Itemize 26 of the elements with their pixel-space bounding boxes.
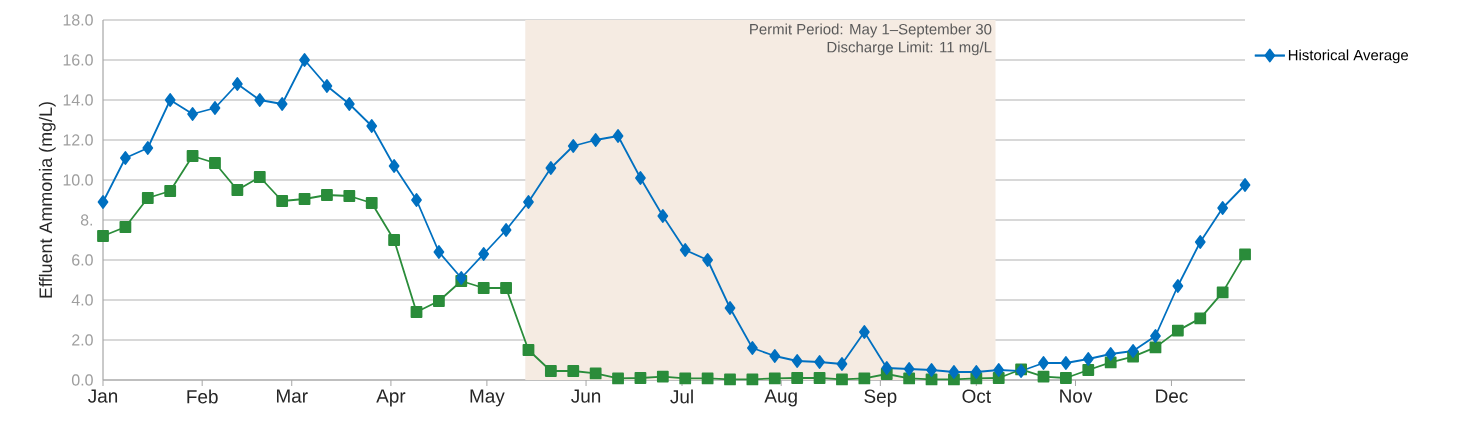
x-tick-label: May <box>470 389 505 407</box>
y-axis-title: Effluent Ammonia (mg/L) <box>38 102 56 298</box>
x-tick-label: Jul <box>670 389 693 404</box>
x-tick-label: Aug <box>764 389 797 407</box>
y-tick-label: 16.0 <box>63 54 93 66</box>
x-tick-label: Feb <box>187 389 218 404</box>
band-label: Permit Period: May 1–September 30 <box>750 23 992 38</box>
x-tick-label: Sep <box>864 389 897 407</box>
x-tick-label: Mar <box>276 389 308 403</box>
y-tick-label: 18.0 <box>63 14 93 26</box>
y-tick-label: 14.0 <box>63 94 93 106</box>
x-tick-label: Jan <box>88 389 118 403</box>
legend-label: Historical Average <box>1288 49 1409 64</box>
y-tick-label: 10.0 <box>63 174 93 186</box>
y-tick-label: 8. <box>80 214 93 226</box>
annotation: Discharge Limit: 11 mg/L <box>827 41 992 56</box>
y-tick-label: 6.0 <box>72 254 93 266</box>
x-tick-label: Apr <box>376 389 406 407</box>
x-tick-label: Oct <box>962 389 991 403</box>
y-tick-label: 4.0 <box>71 294 93 306</box>
x-tick-label: Nov <box>1060 389 1093 403</box>
y-tick-label: 0.0 <box>71 374 93 386</box>
y-tick-label: 12.0 <box>63 134 93 146</box>
y-tick-label: 2.0 <box>72 334 93 346</box>
x-tick-label: Dec <box>1156 389 1188 403</box>
x-tick-label: Jun <box>571 389 601 403</box>
